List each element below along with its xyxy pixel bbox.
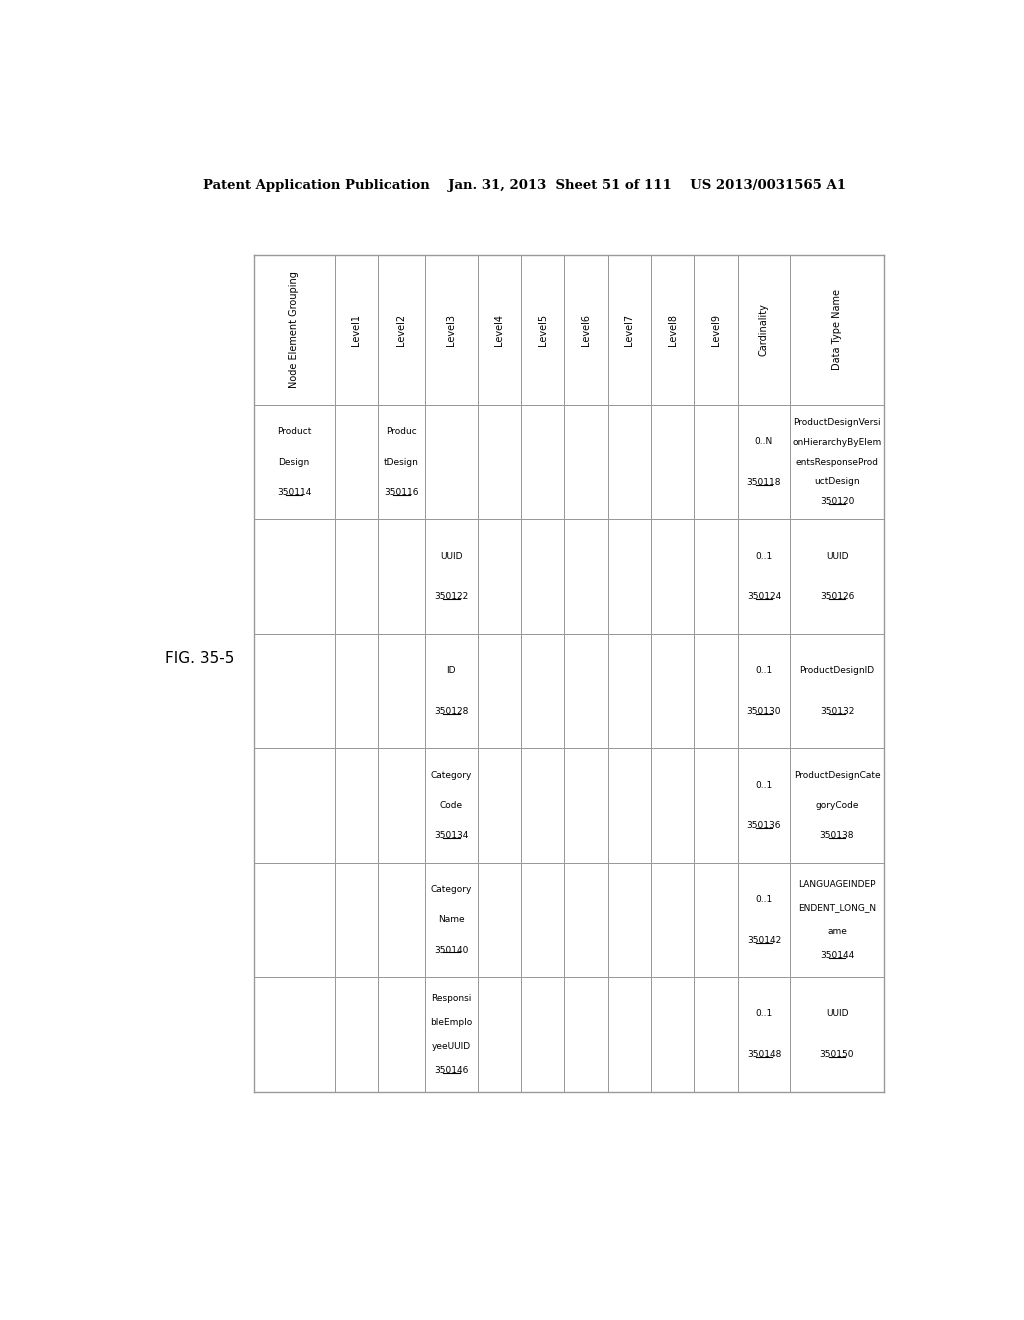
- Text: ProductDesignCate: ProductDesignCate: [794, 771, 881, 780]
- Text: 0..N: 0..N: [755, 437, 773, 446]
- Text: Cardinality: Cardinality: [759, 304, 769, 356]
- Text: ProductDesignID: ProductDesignID: [800, 667, 874, 675]
- Text: Patent Application Publication    Jan. 31, 2013  Sheet 51 of 111    US 2013/0031: Patent Application Publication Jan. 31, …: [204, 178, 846, 191]
- Text: 0..1: 0..1: [756, 780, 772, 789]
- Text: 350132: 350132: [820, 708, 854, 715]
- Text: 350136: 350136: [746, 821, 781, 830]
- Text: Responsi: Responsi: [431, 994, 471, 1003]
- Text: Node Element Grouping: Node Element Grouping: [289, 272, 299, 388]
- Text: UUID: UUID: [440, 552, 463, 561]
- Text: Name: Name: [438, 916, 465, 924]
- Text: 350140: 350140: [434, 945, 469, 954]
- Text: 350120: 350120: [820, 498, 854, 506]
- Text: tDesign: tDesign: [384, 458, 419, 466]
- Text: 0..1: 0..1: [756, 895, 772, 904]
- Text: Data Type Name: Data Type Name: [833, 289, 842, 370]
- Text: 350138: 350138: [820, 832, 854, 840]
- Text: Category: Category: [431, 886, 472, 895]
- Text: yeeUUID: yeeUUID: [432, 1041, 471, 1051]
- Text: Level1: Level1: [351, 314, 361, 346]
- Text: Level5: Level5: [538, 314, 548, 346]
- Text: 0..1: 0..1: [756, 552, 772, 561]
- Text: entsResponseProd: entsResponseProd: [796, 458, 879, 466]
- Text: ame: ame: [827, 928, 847, 936]
- Text: 0..1: 0..1: [756, 1010, 772, 1019]
- Text: Level4: Level4: [495, 314, 505, 346]
- Text: Level9: Level9: [711, 314, 721, 346]
- Text: 350128: 350128: [434, 708, 469, 715]
- Text: UUID: UUID: [825, 1010, 848, 1019]
- Text: 350150: 350150: [820, 1051, 854, 1060]
- Text: 350148: 350148: [746, 1051, 781, 1060]
- Text: ProductDesignVersi: ProductDesignVersi: [794, 418, 881, 428]
- Text: ENDENT_LONG_N: ENDENT_LONG_N: [798, 903, 877, 912]
- Text: uctDesign: uctDesign: [814, 478, 860, 486]
- Text: 350114: 350114: [276, 487, 311, 496]
- Text: UUID: UUID: [825, 552, 848, 561]
- Text: LANGUAGEINDEP: LANGUAGEINDEP: [799, 879, 876, 888]
- Text: Category: Category: [431, 771, 472, 780]
- Text: Design: Design: [279, 458, 309, 466]
- Text: 350144: 350144: [820, 952, 854, 960]
- Text: 350146: 350146: [434, 1065, 469, 1074]
- Text: Level8: Level8: [668, 314, 678, 346]
- Text: Produc: Produc: [386, 428, 417, 437]
- Text: bleEmplo: bleEmplo: [430, 1018, 472, 1027]
- Text: ID: ID: [446, 667, 456, 675]
- Text: 0..1: 0..1: [756, 667, 772, 675]
- Text: 350142: 350142: [746, 936, 781, 945]
- Text: 350124: 350124: [746, 593, 781, 602]
- Text: 350134: 350134: [434, 832, 469, 840]
- Text: goryCode: goryCode: [815, 801, 859, 810]
- Text: FIG. 35-5: FIG. 35-5: [165, 651, 234, 667]
- Text: onHierarchyByElem: onHierarchyByElem: [793, 438, 882, 446]
- Text: Level3: Level3: [446, 314, 457, 346]
- Text: Code: Code: [439, 801, 463, 810]
- Text: Product: Product: [276, 428, 311, 437]
- Text: Level7: Level7: [625, 314, 634, 346]
- Text: 350122: 350122: [434, 593, 468, 602]
- Text: 350118: 350118: [746, 478, 781, 487]
- Text: Level2: Level2: [396, 314, 407, 346]
- Text: 350116: 350116: [384, 487, 419, 496]
- Text: Level6: Level6: [581, 314, 591, 346]
- Text: 350130: 350130: [746, 708, 781, 715]
- Text: 350126: 350126: [820, 593, 854, 602]
